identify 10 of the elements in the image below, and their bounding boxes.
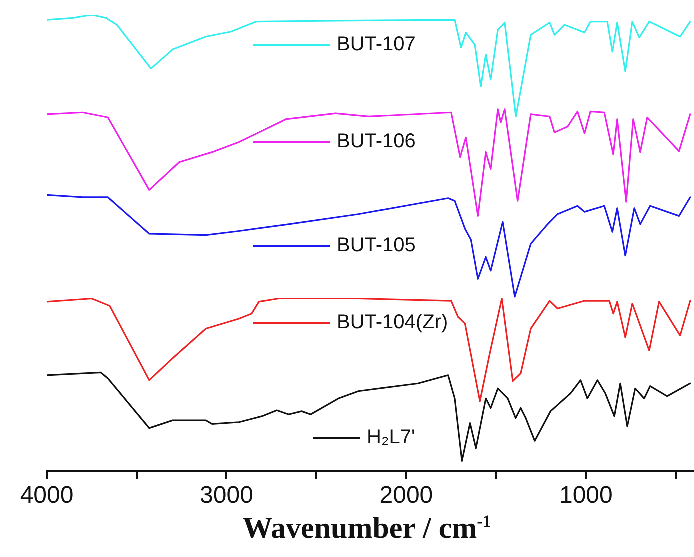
x-tick-label: 3000 [200, 482, 254, 510]
legend-label: BUT-107 [337, 34, 416, 56]
x-tick-label: 2000 [380, 482, 434, 510]
x-axis-title: Wavenumber / cm$^{-1}$ [242, 512, 492, 546]
x-tick-label: 1000 [559, 482, 613, 510]
legend-label: BUT-104(Zr) [337, 312, 448, 334]
legend-label: BUT-106 [337, 130, 416, 153]
x-tick-label: 4000 [20, 482, 74, 510]
legend-label: BUT-105 [337, 234, 416, 257]
legend-label: H₂L7' [367, 426, 416, 449]
